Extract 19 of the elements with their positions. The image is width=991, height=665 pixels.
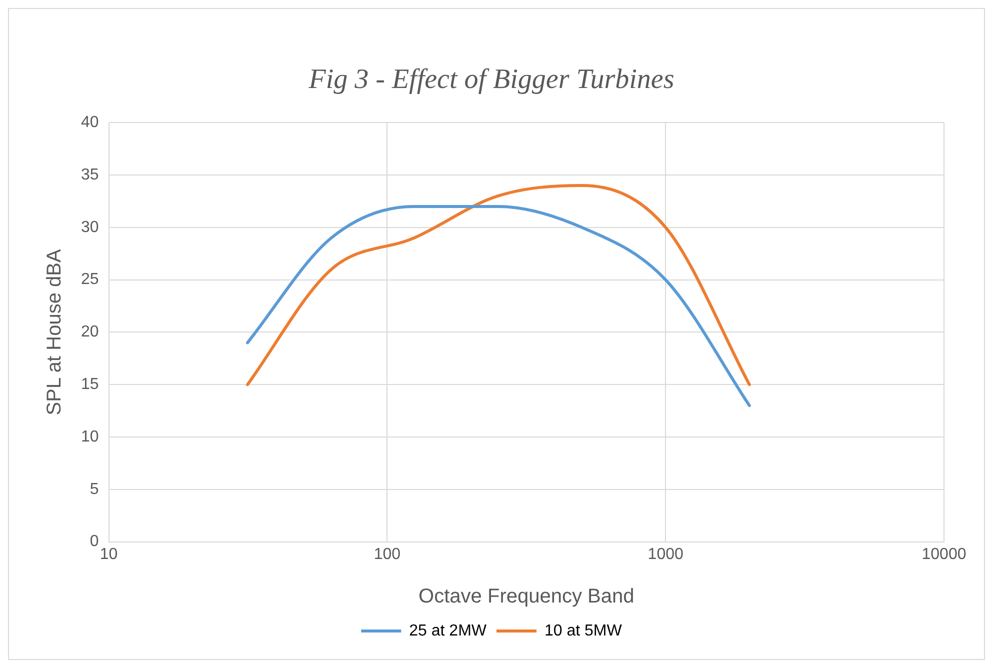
y-tick-label: 25 (81, 271, 99, 288)
x-tick-label: 100 (374, 546, 401, 563)
legend-label: 10 at 5MW (544, 622, 623, 640)
y-tick-label: 20 (81, 324, 99, 341)
y-tick-label: 0 (90, 533, 99, 550)
y-tick-label: 35 (81, 166, 99, 184)
y-tick-label: 15 (81, 376, 99, 394)
y-axis-title: SPL at House dBA (44, 248, 66, 416)
x-tick-label: 1000 (648, 546, 684, 563)
line-series (246, 184, 751, 386)
y-tick-label: 30 (81, 218, 99, 236)
y-tick-label: 5 (90, 480, 99, 498)
y-tick-label: 10 (81, 428, 99, 446)
y-tick-label: 40 (81, 114, 99, 132)
legend-label: 25 at 2MW (409, 622, 488, 640)
x-tick-label: 10000 (922, 546, 966, 563)
line-series (246, 204, 751, 408)
x-axis-title: Octave Frequency Band (418, 586, 634, 608)
chart-title: Fig 3 - Effect of Bigger Turbines (308, 64, 674, 96)
